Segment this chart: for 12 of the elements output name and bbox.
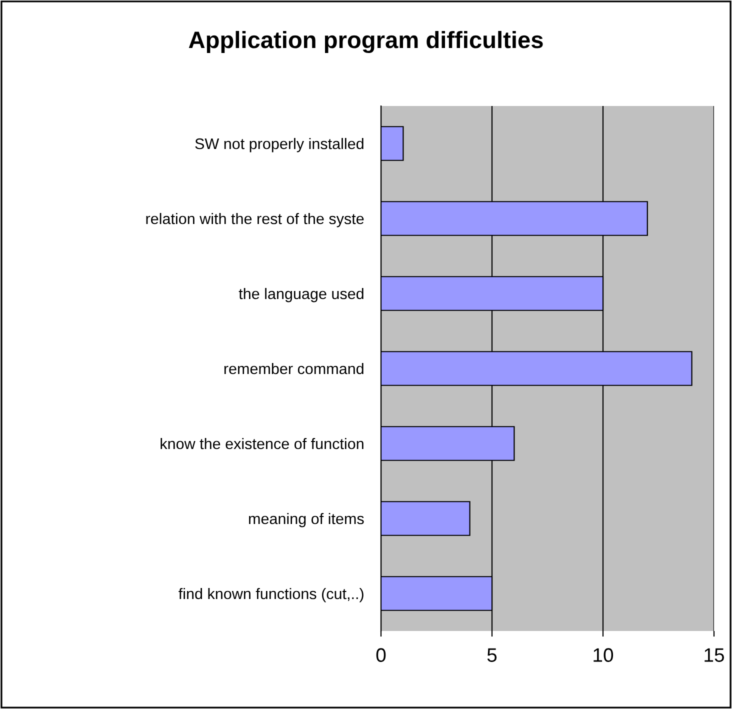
y-tick-label: meaning of items xyxy=(249,512,364,528)
x-tick-label: 10 xyxy=(594,648,614,662)
y-tick-label: relation with the rest of the syste xyxy=(146,212,364,228)
y-tick-label: the language used xyxy=(238,288,364,302)
y-tick-label: know the existence of function xyxy=(160,438,364,450)
x-tick-label: 15 xyxy=(704,648,724,662)
y-tick-label: find known functions (cut,..) xyxy=(178,588,364,602)
chart-title: Application program difficulties xyxy=(188,30,543,54)
y-tick-label: remember command xyxy=(224,362,364,374)
x-tick-label: 5 xyxy=(487,648,497,662)
y-tick-label: SW not properly installed xyxy=(195,138,364,152)
x-tick-label: 0 xyxy=(376,648,386,662)
